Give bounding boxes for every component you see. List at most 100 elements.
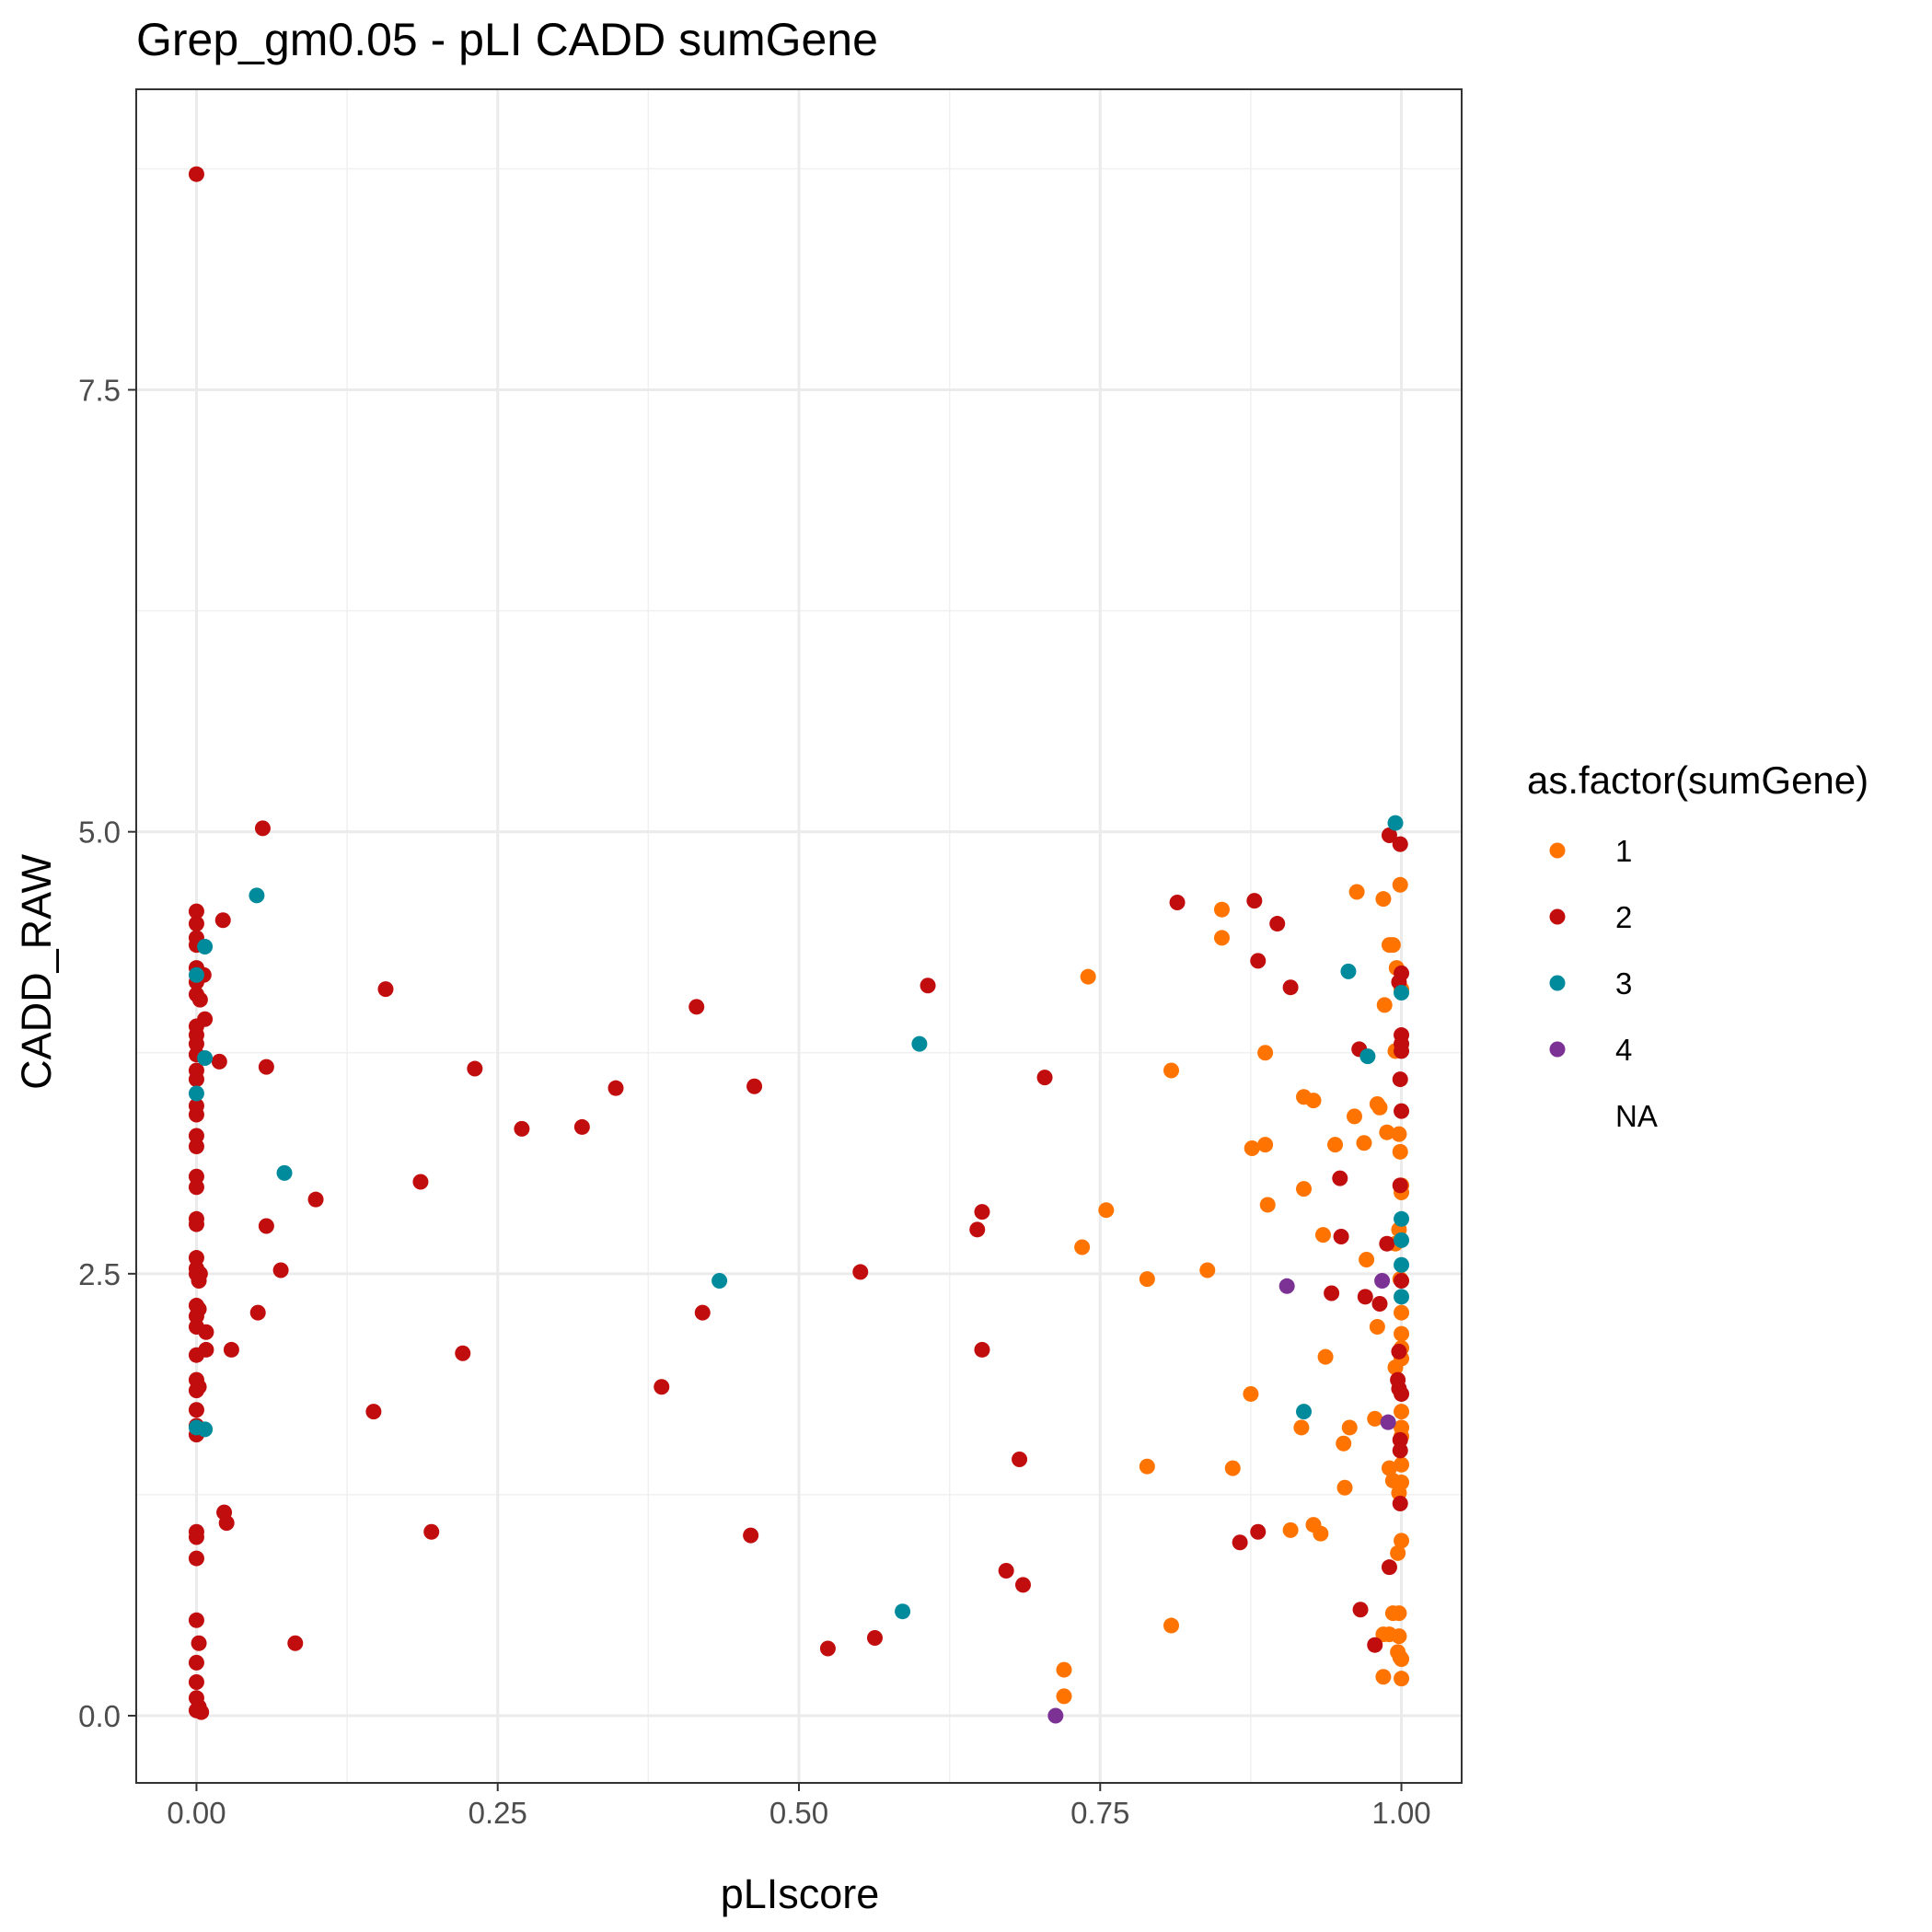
data-point-series-2 [654,1379,670,1395]
data-point-series-2 [1381,827,1397,844]
data-point-series-1 [1056,1688,1072,1705]
data-point-series-3 [1394,1256,1410,1273]
data-point-series-1 [1394,1533,1410,1549]
data-point-series-2 [455,1345,471,1361]
data-point-series-2 [514,1120,530,1137]
data-point-series-1 [1371,1099,1388,1116]
data-point-series-2 [1333,1229,1349,1245]
data-point-series-3 [276,1164,293,1181]
data-point-series-2 [188,1674,204,1691]
data-point-series-1 [1244,1140,1260,1156]
data-point-series-1 [1391,1605,1407,1622]
data-point-series-1 [1348,884,1365,900]
data-point-series-1 [1356,1135,1372,1151]
legend-key-4 [1549,1041,1566,1058]
data-point-series-2 [1250,1523,1267,1540]
data-point-series-2 [607,1080,624,1096]
data-point-series-2 [287,1635,304,1651]
data-point-series-2 [974,1341,990,1358]
data-point-series-2 [188,1612,204,1628]
data-point-series-2 [1282,979,1299,996]
data-point-series-1 [1394,1404,1410,1420]
data-point-series-3 [1359,1048,1376,1065]
data-point-series-2 [188,1347,204,1363]
data-point-series-2 [1394,1273,1410,1290]
data-point-series-2 [746,1078,763,1094]
data-point-series-2 [920,978,936,994]
data-point-series-3 [1394,1232,1410,1248]
data-point-series-1 [1394,1325,1410,1342]
data-point-series-2 [188,916,204,932]
data-point-series-2 [188,1529,204,1545]
data-point-series-1 [1313,1525,1329,1542]
data-point-series-2 [191,1379,207,1395]
data-point-series-1 [1346,1108,1362,1125]
data-point-series-3 [1394,1289,1410,1305]
data-point-series-1 [1379,1124,1395,1140]
legend-key-3 [1549,975,1566,991]
data-point-series-1 [1381,1460,1397,1476]
legend-label-2: 2 [1615,900,1632,934]
data-point-series-2 [573,1118,590,1135]
data-point-series-2 [1392,1071,1408,1088]
x-tick-label: 0.25 [469,1796,527,1830]
data-point-series-1 [1080,968,1096,985]
data-point-series-1 [1163,1062,1180,1079]
data-point-series-2 [1394,1103,1410,1119]
data-point-series-1 [1375,891,1392,908]
data-point-series-2 [1014,1577,1031,1593]
data-point-series-2 [1232,1534,1248,1551]
data-point-series-2 [1250,953,1267,969]
data-point-series-3 [249,887,265,904]
data-point-series-4 [1278,1278,1295,1294]
data-point-series-1 [1327,1137,1344,1153]
data-point-series-3 [197,1421,214,1438]
data-point-series-1 [1392,876,1408,893]
data-point-series-1 [1213,901,1230,918]
data-point-series-2 [193,1704,210,1720]
data-point-series-2 [188,1071,204,1088]
x-axis-title: pLIscore [721,1870,880,1917]
data-point-series-1 [1224,1460,1241,1476]
data-point-series-1 [1317,1348,1334,1365]
data-point-series-3 [1296,1404,1313,1420]
data-point-series-2 [188,1402,204,1418]
data-point-series-1 [1375,1626,1392,1643]
data-point-series-1 [1163,1617,1180,1634]
legend-key-1 [1549,842,1566,859]
data-point-series-2 [258,1059,274,1075]
y-tick-label: 7.5 [78,374,121,408]
data-point-series-2 [191,1273,207,1290]
data-point-series-1 [1384,937,1401,954]
data-point-series-2 [852,1264,869,1280]
data-point-series-1 [1369,1318,1385,1335]
plot-panel [136,89,1462,1783]
data-point-series-2 [1169,895,1186,911]
data-point-series-1 [1305,1093,1322,1109]
data-point-series-1 [1336,1479,1353,1496]
data-point-series-1 [1213,930,1230,946]
data-point-series-2 [1379,1235,1395,1252]
data-point-series-3 [1394,984,1410,1001]
data-point-series-1 [1056,1661,1072,1678]
x-tick-label: 1.00 [1371,1796,1430,1830]
data-point-series-2 [198,1324,214,1340]
data-point-series-3 [197,939,214,955]
data-point-series-2 [188,1179,204,1196]
data-point-series-1 [1098,1202,1115,1219]
data-point-series-1 [1391,1126,1407,1142]
data-point-series-2 [188,1550,204,1567]
data-point-series-3 [1340,963,1357,979]
data-point-series-3 [1387,815,1404,831]
data-point-series-3 [911,1035,928,1052]
data-point-series-1 [1394,1671,1410,1687]
data-point-series-1 [1336,1435,1352,1452]
data-point-series-2 [694,1304,711,1321]
data-point-series-1 [1375,1669,1392,1685]
data-point-series-2 [688,999,705,1015]
data-point-series-2 [191,1635,207,1651]
data-point-series-2 [743,1527,759,1544]
x-tick-label: 0.50 [769,1796,828,1830]
data-point-series-3 [188,966,204,983]
data-point-series-2 [1394,1385,1410,1402]
